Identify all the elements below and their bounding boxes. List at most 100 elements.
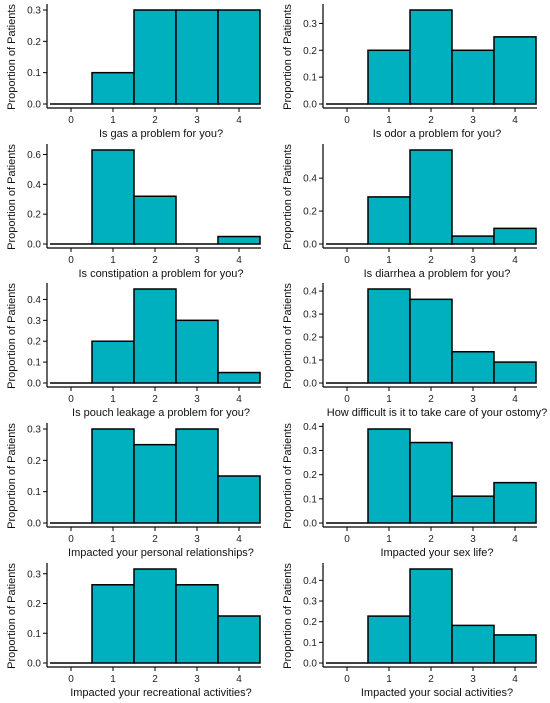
y-tick-label: 0.6 — [27, 150, 41, 161]
y-tick-label: 0.0 — [27, 100, 41, 111]
y-tick-label: 0.0 — [303, 659, 317, 670]
y-axis-title: Proportion of Patients — [282, 423, 294, 529]
histogram-bar — [133, 9, 177, 105]
y-tick-label: 0.3 — [303, 310, 317, 321]
x-tick-label: 0 — [68, 534, 74, 545]
histogram-bar — [409, 568, 453, 664]
histogram-bar — [175, 9, 219, 105]
x-tick-label: 0 — [68, 115, 74, 126]
histogram-bar — [493, 481, 537, 524]
y-axis-title: Proportion of Patients — [282, 144, 294, 250]
histogram-bar — [133, 443, 177, 524]
x-axis-title: Impacted your personal relationships? — [68, 547, 254, 559]
x-tick-label: 1 — [386, 115, 392, 126]
y-axis-title: Proportion of Patients — [282, 4, 294, 110]
histogram-bar — [451, 495, 495, 524]
y-tick-label: 0.4 — [303, 174, 317, 185]
histogram-bar — [217, 235, 261, 245]
y-tick-label: 0.2 — [27, 210, 41, 221]
x-axis-title: Is constipation a problem for you? — [78, 268, 243, 280]
histogram-bar — [367, 49, 411, 105]
x-tick-label: 0 — [344, 534, 350, 545]
y-tick-label: 0.1 — [303, 73, 317, 84]
y-tick-label: 0.2 — [27, 37, 41, 48]
histogram-bar — [409, 441, 453, 524]
histogram-bar — [91, 340, 135, 384]
histogram-bar — [133, 288, 177, 384]
x-tick-label: 4 — [512, 534, 518, 545]
y-tick-label: 0.1 — [303, 494, 317, 505]
y-tick-label: 0.0 — [27, 240, 41, 251]
histogram-panel-1: 0.0 0.1 0.2 0.3 0 1 2 3 4 Proportion of Patients I… — [6, 4, 261, 140]
y-tick-label: 0.3 — [303, 19, 317, 30]
histogram-bar — [451, 235, 495, 245]
histogram-bar — [175, 584, 219, 664]
x-tick-label: 3 — [470, 115, 476, 126]
x-tick-label: 3 — [470, 394, 476, 405]
histogram-bar — [367, 428, 411, 524]
y-tick-label: 0.1 — [303, 638, 317, 649]
x-tick-label: 3 — [194, 255, 200, 266]
y-axis-title: Proportion of Patients — [6, 4, 18, 110]
x-tick-label: 2 — [152, 674, 158, 685]
y-tick-label: 0.2 — [303, 617, 317, 628]
y-tick-label: 0.3 — [303, 597, 317, 608]
histogram-bar — [451, 624, 495, 664]
histogram-panel-9: 0.0 0.1 0.2 0.3 0 1 2 3 4 Proportion of Patients I… — [6, 563, 261, 699]
x-tick-label: 2 — [428, 115, 434, 126]
histogram-bar — [175, 428, 219, 524]
histogram-panel-2: 0.0 0.1 0.2 0.3 0 1 2 3 4 Proportion of Patients I… — [282, 4, 537, 140]
histogram-bar — [367, 196, 411, 245]
x-tick-label: 3 — [194, 115, 200, 126]
histogram-bar — [493, 634, 537, 664]
x-axis-title: How difficult is it to take care of your… — [327, 407, 548, 419]
y-tick-label: 0.3 — [27, 316, 41, 327]
histogram-panel-3: 0.0 0.2 0.4 0.6 0 1 2 3 4 Proportion of Patients I… — [6, 144, 261, 280]
histogram-panel-5: 0.0 0.1 0.2 0.3 0.4 0 1 2 3 4 Proportion of Patien… — [6, 283, 261, 419]
x-tick-label: 4 — [512, 255, 518, 266]
y-tick-label: 0.4 — [303, 576, 317, 587]
x-tick-label: 1 — [386, 255, 392, 266]
x-tick-label: 1 — [386, 534, 392, 545]
y-tick-label: 0.3 — [27, 6, 41, 17]
histogram-bar — [217, 9, 261, 105]
y-axis-title: Proportion of Patients — [282, 563, 294, 669]
x-tick-label: 3 — [194, 534, 200, 545]
x-tick-label: 4 — [512, 674, 518, 685]
y-tick-label: 0.4 — [303, 422, 317, 433]
x-tick-label: 4 — [236, 394, 242, 405]
x-axis-title: Impacted your recreational activities? — [70, 687, 252, 699]
histogram-bar — [493, 227, 537, 245]
x-tick-label: 2 — [152, 394, 158, 405]
x-tick-label: 2 — [428, 255, 434, 266]
histogram-bar — [91, 428, 135, 524]
x-axis-title: Impacted your social activities? — [361, 687, 513, 699]
histogram-bar — [409, 149, 453, 245]
y-tick-label: 0.2 — [303, 46, 317, 57]
y-tick-label: 0.1 — [303, 356, 317, 367]
x-tick-label: 0 — [344, 394, 350, 405]
x-tick-label: 2 — [428, 674, 434, 685]
x-tick-label: 3 — [470, 534, 476, 545]
x-tick-label: 3 — [194, 674, 200, 685]
y-axis-title: Proportion of Patients — [6, 144, 18, 250]
histogram-bar — [175, 319, 219, 384]
x-tick-label: 0 — [68, 674, 74, 685]
x-tick-label: 4 — [236, 674, 242, 685]
y-tick-label: 0.3 — [27, 425, 41, 436]
y-axis-title: Proportion of Patients — [6, 283, 18, 389]
x-tick-label: 1 — [110, 674, 116, 685]
x-axis-title: Is diarrhea a problem for you? — [364, 268, 511, 280]
histogram-bar — [367, 288, 411, 384]
x-tick-label: 0 — [68, 255, 74, 266]
y-tick-label: 0.0 — [27, 519, 41, 530]
x-tick-label: 3 — [470, 674, 476, 685]
y-tick-label: 0.1 — [27, 68, 41, 79]
y-axis-title: Proportion of Patients — [282, 283, 294, 389]
x-tick-label: 2 — [152, 115, 158, 126]
x-tick-label: 2 — [152, 534, 158, 545]
y-tick-label: 0.2 — [27, 599, 41, 610]
x-tick-label: 1 — [386, 674, 392, 685]
y-tick-label: 0.2 — [303, 470, 317, 481]
histogram-bar — [451, 49, 495, 105]
